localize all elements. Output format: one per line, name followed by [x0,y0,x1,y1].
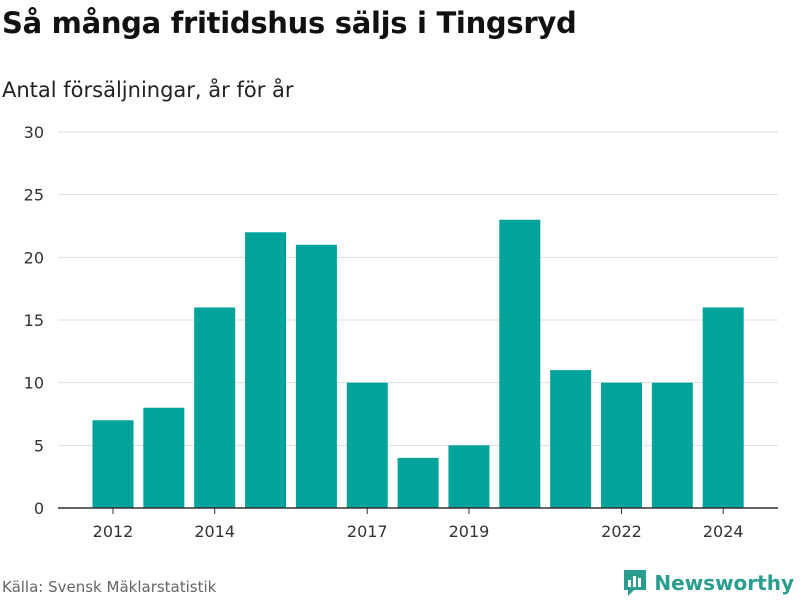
newsworthy-logo-icon [624,570,647,596]
y-tick-label: 20 [24,248,44,267]
x-tick-label: 2024 [703,522,744,541]
bar-2018 [397,457,439,508]
y-tick-label: 0 [34,499,44,518]
y-tick-label: 15 [24,311,44,330]
bar-2021 [550,370,592,508]
bar-2023 [651,382,693,508]
bars [92,219,744,509]
y-tick-label: 10 [24,374,44,393]
chart-title: Så många fritidshus säljs i Tingsryd [2,6,577,40]
x-tick-label: 2022 [601,522,642,541]
chart-subtitle: Antal försäljningar, år för år [2,78,294,102]
y-axis-ticks: 0 5 10 15 20 25 30 [24,123,44,518]
x-tick-label: 2019 [449,522,490,541]
x-tick-label: 2012 [93,522,134,541]
x-axis-ticks: 2012 2014 2017 2019 2022 2024 [93,508,744,541]
brand-logo: Newsworthy [622,568,794,598]
bar-2024 [702,307,744,508]
bar-2013 [143,407,185,508]
bar-2015 [245,232,287,508]
y-tick-label: 25 [24,186,44,205]
bar-2017 [346,382,388,508]
y-tick-label: 30 [24,123,44,142]
brand-name: Newsworthy [654,571,794,595]
bar-2019 [448,445,490,508]
bar-2022 [601,382,642,508]
bar-2014 [194,307,236,508]
source-note: Källa: Svensk Mäklarstatistik [2,578,217,596]
bar-2020 [499,219,541,508]
bar-2016 [295,244,337,509]
x-tick-label: 2014 [194,522,235,541]
bar-chart: 0 5 10 15 20 25 30 2012 2014 2017 2019 2022 2024 [24,123,778,541]
bar-2012 [92,420,134,508]
y-tick-label: 5 [34,436,44,455]
x-tick-label: 2017 [347,522,388,541]
